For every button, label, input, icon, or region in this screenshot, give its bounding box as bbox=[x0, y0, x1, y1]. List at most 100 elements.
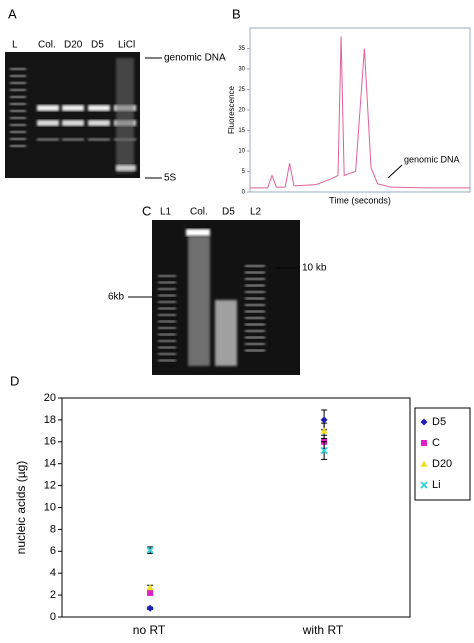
y-tick-label: 10 bbox=[238, 149, 245, 155]
y-tick-label: 5 bbox=[242, 169, 246, 175]
data-point bbox=[147, 589, 154, 596]
data-point bbox=[320, 416, 328, 424]
ladder-band bbox=[245, 278, 265, 280]
y-tick-label: 18 bbox=[44, 414, 56, 426]
ladder-band bbox=[158, 281, 176, 284]
band bbox=[88, 138, 110, 141]
y-tick-label: 10 bbox=[44, 501, 56, 513]
lane-label: D5 bbox=[91, 40, 104, 51]
legend-label: D20 bbox=[432, 458, 452, 470]
ladder-band bbox=[158, 275, 176, 277]
panel-letter: A bbox=[8, 6, 17, 21]
legend-marker bbox=[420, 418, 428, 426]
ladder-band bbox=[245, 265, 265, 267]
ladder-band bbox=[10, 138, 26, 140]
lane-label: L bbox=[12, 40, 18, 51]
ladder-band bbox=[10, 117, 26, 119]
lane-label: Col. bbox=[38, 40, 56, 51]
plot-frame bbox=[61, 397, 411, 618]
ladder-band bbox=[158, 314, 176, 316]
y-tick-label: 14 bbox=[44, 458, 56, 470]
panel-letter: B bbox=[232, 6, 241, 21]
ladder-band bbox=[245, 291, 265, 293]
band bbox=[37, 105, 59, 111]
ladder-band bbox=[10, 89, 26, 91]
ladder-band bbox=[10, 131, 26, 133]
ladder-band bbox=[10, 124, 26, 126]
y-tick-label: 20 bbox=[238, 108, 245, 114]
ladder-band bbox=[245, 271, 265, 274]
y-tick-label: 30 bbox=[238, 67, 245, 73]
band bbox=[186, 229, 210, 236]
band bbox=[116, 165, 136, 171]
ladder-band bbox=[158, 294, 176, 297]
band bbox=[88, 105, 110, 111]
panel-letter: D bbox=[10, 373, 19, 388]
ladder-band bbox=[10, 82, 26, 84]
legend-marker bbox=[421, 440, 427, 446]
band bbox=[62, 105, 84, 111]
band bbox=[62, 138, 84, 141]
ladder-band bbox=[158, 307, 176, 310]
lane-label: D20 bbox=[64, 40, 83, 51]
legend-marker bbox=[420, 481, 428, 489]
ladder-band bbox=[245, 297, 265, 300]
x-tick-label: no RT bbox=[133, 623, 166, 637]
y-tick-label: 16 bbox=[44, 436, 56, 448]
annotation: genomic DNA bbox=[404, 154, 460, 164]
annotation: 10 kb bbox=[302, 263, 327, 274]
x-tick-label: with RT bbox=[302, 623, 344, 637]
ladder-band bbox=[245, 343, 265, 345]
smear bbox=[188, 236, 210, 366]
ladder-band bbox=[245, 304, 265, 306]
ladder-band bbox=[10, 103, 26, 105]
ladder-band bbox=[245, 349, 265, 352]
y-tick-label: 8 bbox=[50, 523, 56, 535]
y-tick-label: 6 bbox=[50, 545, 56, 557]
lane-label: L1 bbox=[160, 207, 172, 218]
ladder-band bbox=[158, 346, 176, 349]
y-tick-label: 35 bbox=[238, 46, 245, 52]
ladder-band bbox=[245, 284, 265, 287]
smear bbox=[116, 58, 134, 173]
ladder-band bbox=[10, 96, 26, 98]
y-tick-label: 12 bbox=[44, 480, 56, 492]
data-point bbox=[320, 446, 328, 455]
y-tick-label: 2 bbox=[50, 589, 56, 601]
y-tick-label: 0 bbox=[50, 611, 56, 623]
y-tick-label: 0 bbox=[242, 190, 246, 196]
ladder-band bbox=[245, 317, 265, 319]
legend-label: C bbox=[432, 437, 440, 449]
ladder-band bbox=[158, 301, 176, 303]
ladder-band bbox=[245, 310, 265, 313]
ladder-band bbox=[158, 340, 176, 342]
lane-label: Col. bbox=[190, 207, 208, 218]
y-axis-label: nucleic acids (µg) bbox=[14, 461, 28, 555]
band bbox=[37, 138, 59, 141]
y-tick-label: 20 bbox=[44, 392, 56, 404]
panel-letter: C bbox=[142, 203, 151, 218]
ladder-band bbox=[158, 320, 176, 323]
data-point bbox=[146, 546, 154, 554]
legend-label: D5 bbox=[432, 416, 446, 428]
band bbox=[88, 120, 110, 126]
band bbox=[37, 120, 59, 126]
ladder-band bbox=[158, 327, 176, 329]
ladder-band bbox=[245, 330, 265, 332]
data-point bbox=[146, 583, 154, 591]
ladder-band bbox=[10, 145, 26, 147]
arrow bbox=[387, 164, 403, 179]
y-axis-label: Fluorescence bbox=[227, 85, 236, 134]
ladder-band bbox=[10, 110, 26, 112]
x-axis-label: Time (seconds) bbox=[329, 195, 391, 205]
ladder-band bbox=[10, 68, 26, 70]
lane-label: L2 bbox=[250, 207, 262, 218]
data-point bbox=[146, 604, 154, 612]
ladder-band bbox=[158, 333, 176, 336]
y-tick-label: 25 bbox=[238, 87, 245, 93]
annotation: 6kb bbox=[108, 292, 125, 303]
y-tick-label: 15 bbox=[238, 128, 245, 134]
data-point bbox=[320, 427, 328, 434]
